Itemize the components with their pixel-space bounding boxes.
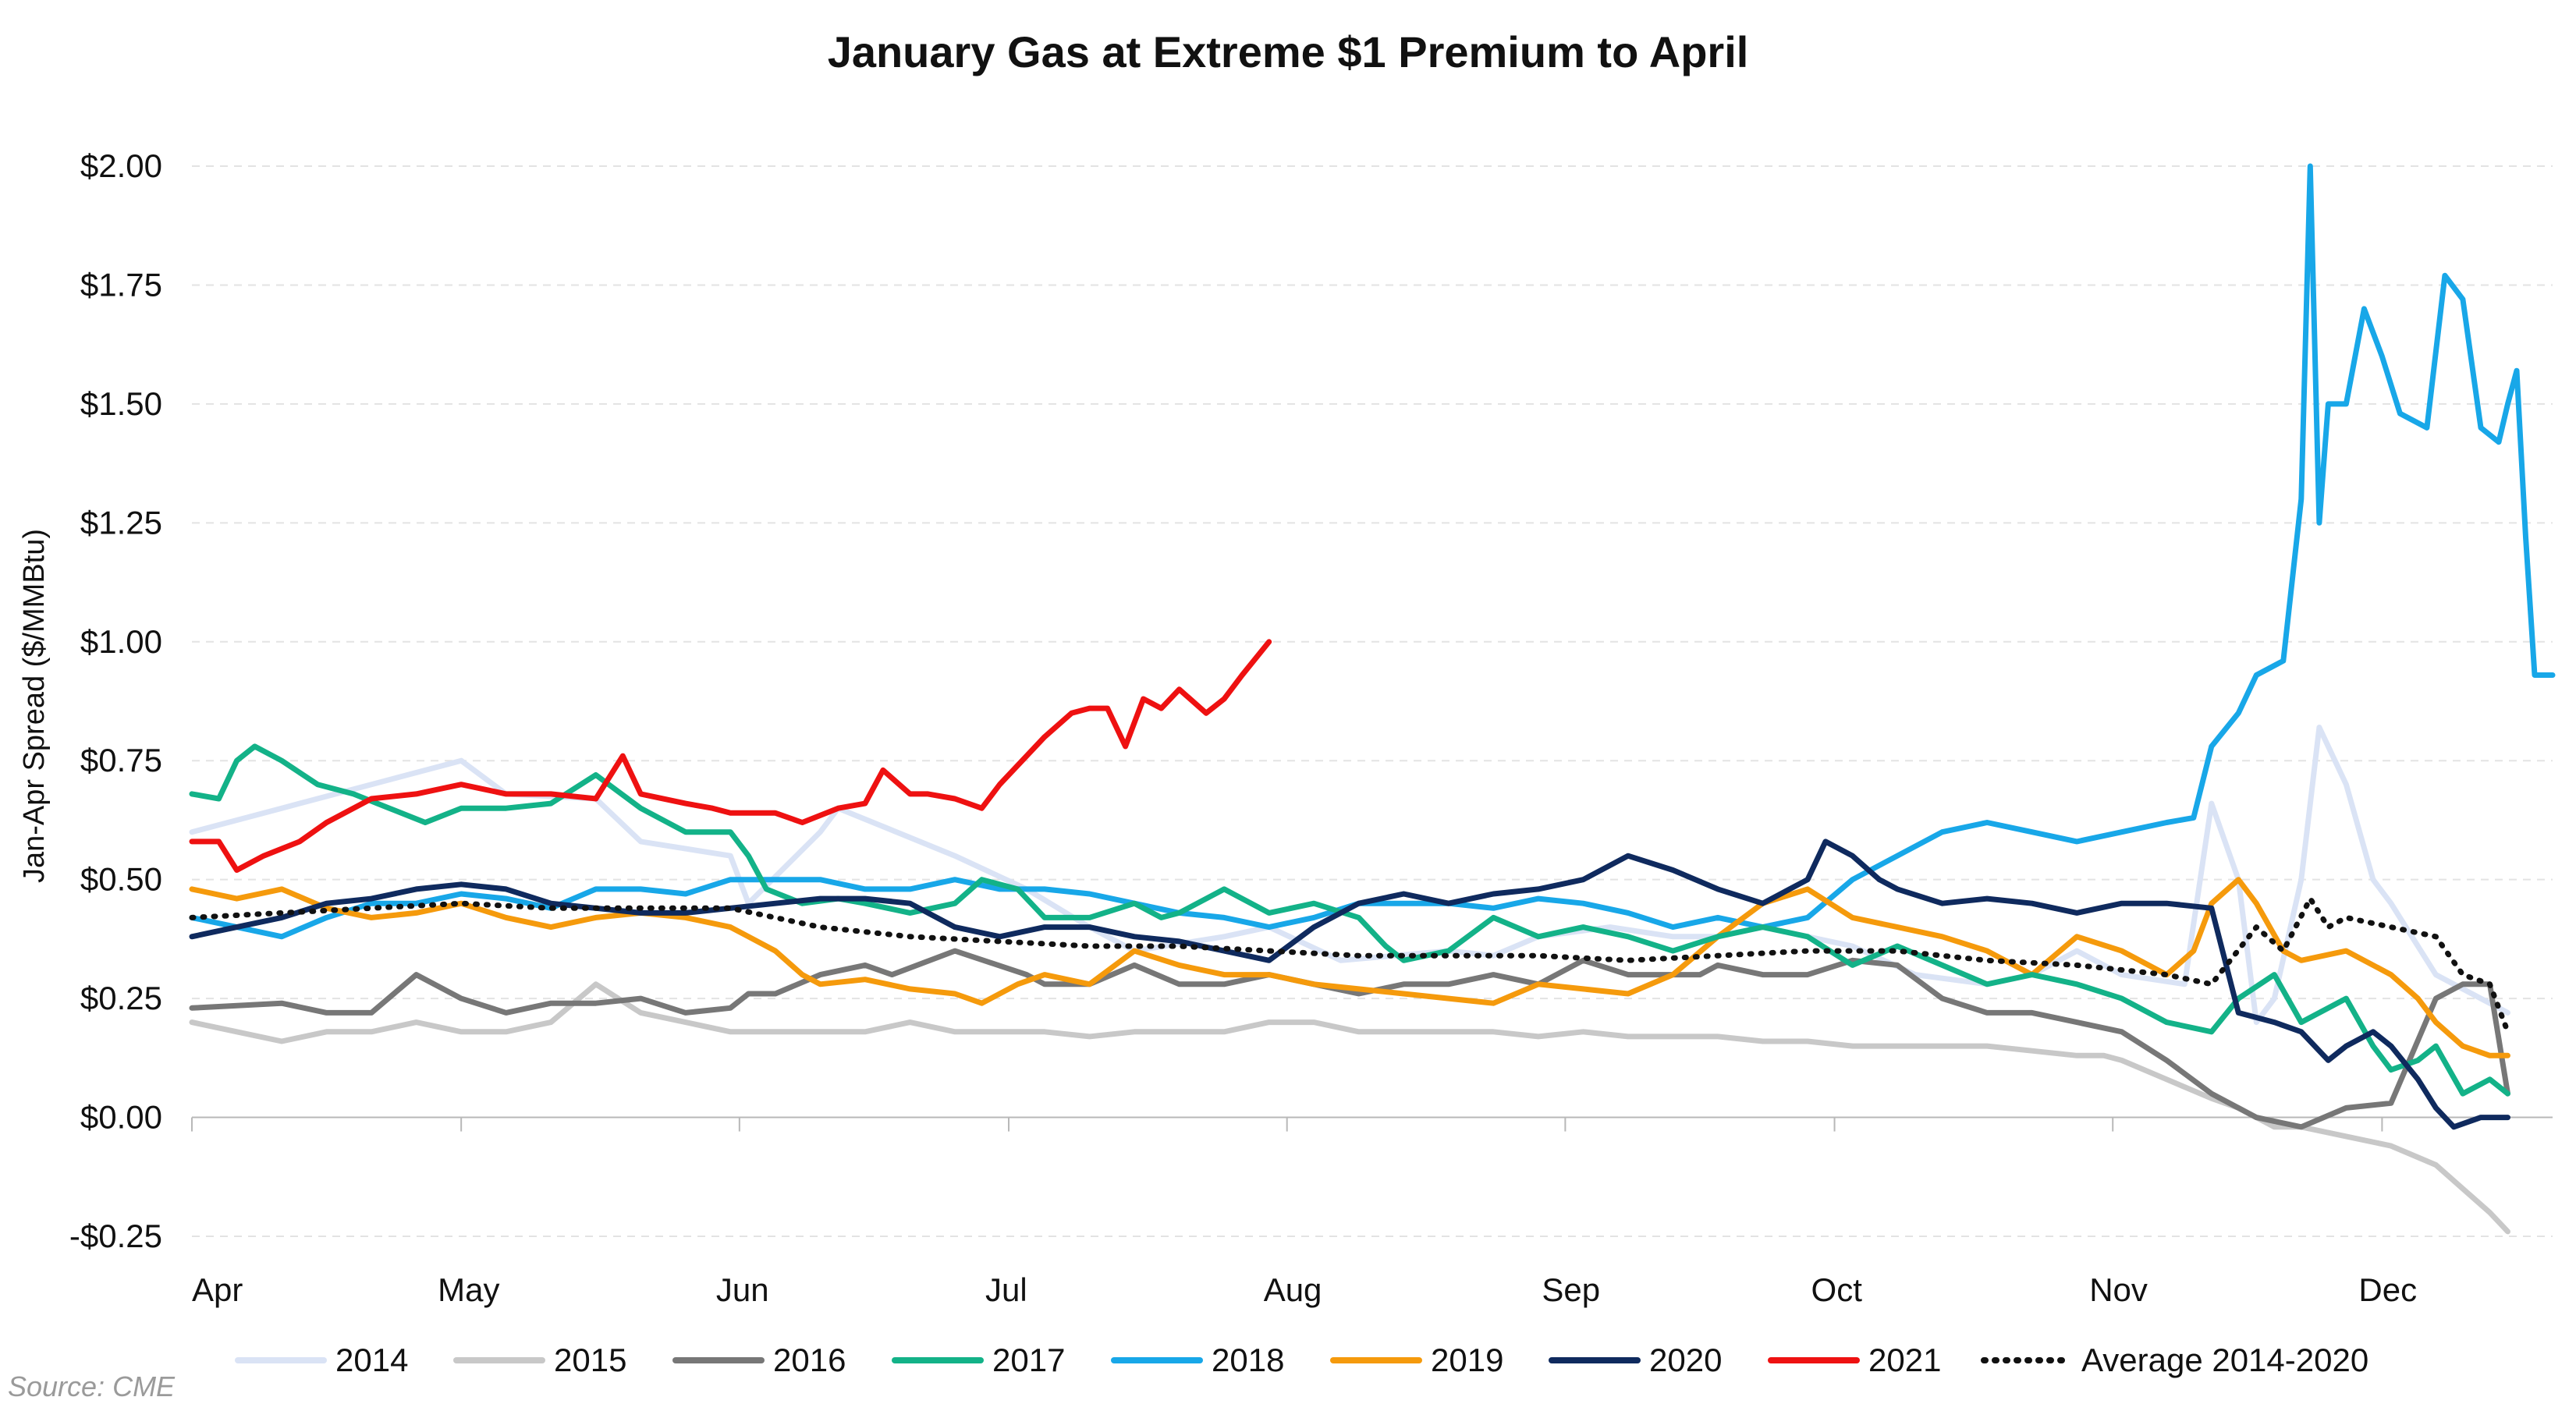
y-tick-label: $1.75 [80,266,162,303]
x-axis-ticks: Apr May Jun Jul Aug Sep Oct Nov Dec [191,1117,2417,1308]
y-tick-label: $0.25 [80,980,162,1016]
chart-title: January Gas at Extreme $1 Premium to Apr… [828,27,1749,76]
x-tick-label: Nov [2089,1271,2148,1308]
x-tick-label: Jul [985,1271,1027,1308]
legend-label: Average 2014-2020 [2081,1342,2368,1378]
y-axis-ticks: $2.00 $1.75 $1.50 $1.25 $1.00 $0.75 $0.50 $0.25… [69,147,162,1254]
legend-label: 2014 [335,1342,408,1378]
legend-label: 2020 [1649,1342,1722,1378]
y-tick-label: $0.75 [80,742,162,778]
x-tick-label: Jun [716,1271,769,1308]
y-tick-label: -$0.25 [69,1218,162,1254]
source-note: Source: CME [8,1370,176,1402]
legend-label: 2015 [554,1342,626,1378]
legend: 2014 2015 2016 2017 2018 2019 2020 2021 Average … [235,1342,2368,1378]
x-tick-label: Dec [2358,1271,2417,1308]
y-tick-label: $0.00 [80,1099,162,1136]
x-tick-label: Sep [1542,1271,1600,1308]
y-tick-label: $1.25 [80,504,162,541]
series-line-2021 [189,639,1272,873]
gridlines [192,165,2553,1237]
legend-label: 2021 [1868,1342,1941,1378]
legend-label: 2018 [1212,1342,1284,1378]
x-tick-label: May [438,1271,499,1308]
legend-label: 2019 [1431,1342,1503,1378]
y-tick-label: $1.00 [80,623,162,660]
series-line-2015 [189,981,2510,1235]
legend-label: 2016 [773,1342,846,1378]
series-line-2017 [189,743,2510,1097]
series-lines [189,163,2556,1235]
series-line-2016 [189,948,2510,1130]
y-tick-label: $1.50 [80,385,162,422]
series-line-2014 [189,725,2510,1026]
y-axis-label: Jan-Apr Spread ($/MMBtu) [18,529,51,883]
series-line-2020 [189,838,2510,1130]
series-line-2018 [189,163,2556,940]
y-tick-label: $0.50 [80,861,162,898]
series-line-average-2014-2020 [189,895,2510,1035]
y-tick-label: $2.00 [80,147,162,184]
x-tick-label: Oct [1811,1271,1863,1308]
legend-label: 2017 [992,1342,1065,1378]
x-tick-label: Aug [1264,1271,1322,1308]
x-tick-label: Apr [192,1271,243,1308]
